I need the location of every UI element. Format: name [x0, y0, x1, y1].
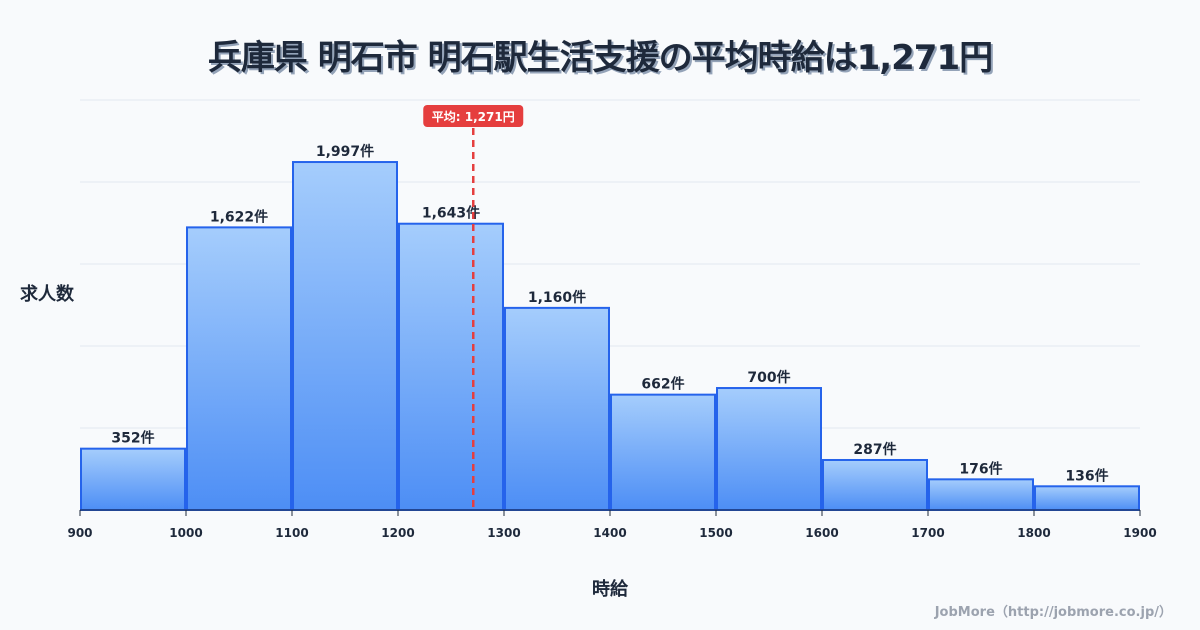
histogram-bar[interactable] — [1034, 485, 1140, 511]
histogram-bar[interactable] — [292, 161, 398, 511]
bar-value-label: 700件 — [747, 369, 790, 386]
mean-badge — [423, 105, 524, 127]
histogram-bar[interactable] — [610, 393, 716, 511]
mean-label: 平均: 1,271円 — [432, 109, 515, 124]
histogram-bar[interactable] — [504, 306, 610, 512]
histogram-bar[interactable] — [398, 222, 504, 511]
histogram-bar[interactable] — [928, 478, 1034, 511]
bar-value-label: 1,622件 — [210, 208, 268, 225]
bar-value-label: 136件 — [1065, 467, 1108, 484]
x-tick-label: 900 — [67, 526, 92, 540]
histogram-bar[interactable] — [80, 447, 186, 511]
histogram-bar[interactable] — [716, 387, 822, 511]
x-tick-label: 1300 — [487, 526, 520, 540]
x-tick-label: 1100 — [275, 526, 308, 540]
bar-value-label: 662件 — [641, 376, 684, 393]
x-tick-label: 1900 — [1123, 526, 1156, 540]
chart-title: 兵庫県 明石市 明石駅生活支援の平均時給は1,271円 — [207, 38, 993, 78]
x-tick-label: 1400 — [593, 526, 626, 540]
bar-value-label: 352件 — [111, 430, 154, 447]
bar-value-label: 176件 — [959, 460, 1002, 477]
x-tick-label: 1000 — [169, 526, 202, 540]
x-tick-label: 1200 — [381, 526, 414, 540]
x-tick-label: 1600 — [805, 526, 838, 540]
histogram-bar[interactable] — [186, 226, 292, 511]
credit-text: JobMore（http://jobmore.co.jp/） — [934, 605, 1172, 620]
x-tick-label: 1500 — [699, 526, 732, 540]
bar-value-label: 1,643件 — [422, 205, 480, 222]
y-axis-label: 求人数 — [20, 284, 74, 305]
x-tick-label: 1800 — [1017, 526, 1050, 540]
histogram-bar[interactable] — [822, 458, 928, 511]
bar-value-label: 1,160件 — [528, 289, 586, 306]
x-axis-label: 時給 — [592, 579, 628, 600]
bar-value-label: 287件 — [853, 441, 896, 458]
bar-value-label: 1,997件 — [316, 143, 374, 160]
x-tick-label: 1700 — [911, 526, 944, 540]
